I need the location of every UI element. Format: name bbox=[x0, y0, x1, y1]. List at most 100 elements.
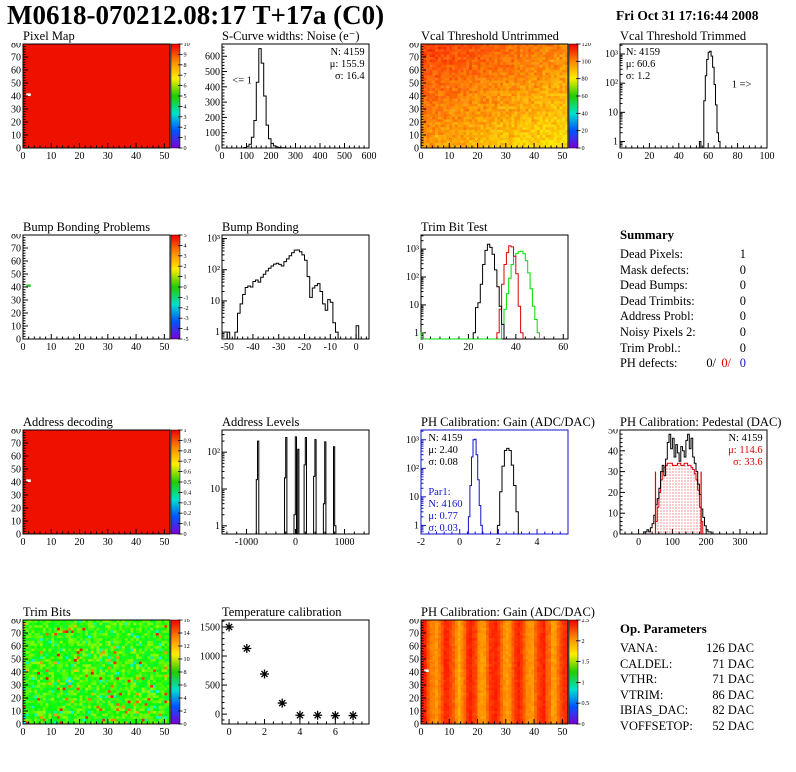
svg-text:-4: -4 bbox=[184, 326, 189, 333]
svg-text:10: 10 bbox=[409, 131, 419, 142]
row-label: Address Probl: bbox=[620, 309, 694, 324]
svg-text:10³: 10³ bbox=[605, 49, 618, 60]
ph-defect-value: 0/ bbox=[721, 356, 731, 371]
svg-text:5: 5 bbox=[184, 93, 187, 100]
summary-label: PH defects: bbox=[620, 356, 678, 371]
svg-text:10³: 10³ bbox=[406, 244, 419, 255]
svg-text:20: 20 bbox=[644, 151, 654, 162]
svg-text:0: 0 bbox=[184, 531, 187, 538]
svg-text:50: 50 bbox=[11, 270, 21, 281]
bump-bonding-plot: -50 -40 -30 -20 -10 0 1 10 10² 10³ bbox=[207, 234, 370, 353]
svg-text:0: 0 bbox=[419, 342, 424, 353]
svg-text:7: 7 bbox=[184, 72, 187, 79]
svg-text:100: 100 bbox=[205, 128, 220, 139]
svg-text:20: 20 bbox=[75, 537, 85, 548]
row-value: 0 bbox=[739, 309, 746, 324]
svg-text:0.8: 0.8 bbox=[184, 448, 192, 455]
svg-text:0: 0 bbox=[215, 144, 220, 155]
svg-text:10²: 10² bbox=[207, 447, 220, 458]
svg-text:4: 4 bbox=[184, 242, 187, 249]
svg-text:0: 0 bbox=[457, 537, 462, 548]
svg-text:9: 9 bbox=[184, 51, 187, 58]
row-label: Mask defects: bbox=[620, 262, 690, 277]
cell-bump-problems: Bump Bonding Problems 0 10 20 30 40 50 0 10 20 30 4… bbox=[0, 221, 199, 371]
row-value: 82 DAC bbox=[712, 703, 754, 718]
svg-text:10: 10 bbox=[409, 300, 419, 311]
svg-text:0: 0 bbox=[21, 342, 26, 353]
page-title: M0618-070212.08:17 T+17a (C0) bbox=[7, 0, 385, 30]
svg-text:0: 0 bbox=[184, 145, 187, 152]
panel-row: Dead Trimbits: 0 bbox=[620, 294, 746, 310]
panel-row: IBIAS_DAC: 82 DAC bbox=[620, 703, 754, 719]
svg-text:-5: -5 bbox=[184, 336, 189, 343]
svg-text:0.4: 0.4 bbox=[184, 489, 192, 496]
ph-defect-value: 0 bbox=[739, 356, 746, 371]
summary-rows: Dead Pixels: 1 Mask defects: 0 Dead Bumps: 0 D… bbox=[620, 247, 746, 356]
svg-text:10: 10 bbox=[608, 509, 618, 520]
svg-text:σ: 1.2: σ: 1.2 bbox=[626, 71, 650, 82]
row-label: CALDEL: bbox=[620, 656, 673, 671]
panel-row: Trim Probl.: 0 bbox=[620, 341, 746, 357]
heatmap-fill bbox=[23, 430, 170, 534]
row-label: VOFFSETOP: bbox=[620, 718, 693, 733]
svg-text:40: 40 bbox=[674, 151, 684, 162]
svg-text:5: 5 bbox=[184, 234, 187, 239]
svg-text:-50: -50 bbox=[220, 342, 233, 353]
panel-row: VANA: 126 DAC bbox=[620, 641, 754, 657]
svg-text:4: 4 bbox=[535, 537, 540, 548]
panel-row: Address Probl: 0 bbox=[620, 309, 746, 325]
svg-text:40: 40 bbox=[11, 478, 21, 489]
defect-pixel bbox=[26, 479, 31, 482]
svg-text:600: 600 bbox=[362, 151, 377, 162]
svg-text:10²: 10² bbox=[406, 272, 419, 283]
cell-scurve-noise: S-Curve widths: Noise (e⁻) 0 100 200 300 400 5… bbox=[199, 30, 398, 180]
svg-text:10: 10 bbox=[444, 151, 454, 162]
svg-text:N: 4160: N: 4160 bbox=[428, 499, 462, 510]
svg-text:600: 600 bbox=[205, 52, 220, 63]
svg-text:80: 80 bbox=[11, 429, 21, 437]
svg-text:20: 20 bbox=[11, 309, 21, 320]
hist-series bbox=[420, 250, 540, 340]
svg-text:σ: 33.6: σ: 33.6 bbox=[733, 457, 763, 468]
svg-text:10²: 10² bbox=[406, 463, 419, 474]
hist-series bbox=[496, 447, 519, 534]
svg-text:70: 70 bbox=[11, 439, 21, 450]
svg-text:30: 30 bbox=[501, 151, 511, 162]
svg-text:40: 40 bbox=[582, 110, 588, 117]
svg-text:40: 40 bbox=[11, 92, 21, 103]
svg-text:60: 60 bbox=[703, 151, 713, 162]
svg-text:40: 40 bbox=[131, 537, 141, 548]
svg-text:0: 0 bbox=[184, 284, 187, 291]
chart-title: Address Levels bbox=[222, 415, 300, 429]
svg-text:0: 0 bbox=[220, 151, 225, 162]
svg-text:100: 100 bbox=[582, 58, 591, 65]
svg-text:500: 500 bbox=[337, 151, 352, 162]
svg-text:σ: 16.4: σ: 16.4 bbox=[335, 71, 365, 82]
svg-text:1: 1 bbox=[184, 135, 187, 142]
heatmap-fill bbox=[23, 44, 170, 148]
chart-title: Vcal Threshold Trimmed bbox=[620, 29, 747, 43]
panel-row: VTRIM: 86 DAC bbox=[620, 688, 754, 704]
svg-text:10²: 10² bbox=[605, 78, 618, 89]
chart-title: Vcal Threshold Untrimmed bbox=[421, 29, 559, 43]
svg-text:μ: 0.77: μ: 0.77 bbox=[428, 511, 458, 522]
hist-series bbox=[255, 436, 337, 535]
svg-text:μ: 60.6: μ: 60.6 bbox=[626, 59, 656, 70]
svg-text:0.6: 0.6 bbox=[184, 469, 192, 476]
svg-text:30: 30 bbox=[11, 296, 21, 307]
row-label: Dead Bumps: bbox=[620, 278, 688, 293]
svg-text:100: 100 bbox=[760, 151, 775, 162]
svg-text:10: 10 bbox=[608, 107, 618, 118]
svg-text:σ: 0.08: σ: 0.08 bbox=[428, 457, 458, 468]
svg-text:50: 50 bbox=[409, 79, 419, 90]
colorbar bbox=[568, 619, 579, 725]
svg-text:-3: -3 bbox=[184, 315, 189, 322]
hist-series bbox=[698, 50, 721, 149]
row-value: 126 DAC bbox=[706, 641, 754, 655]
chart-title: S-Curve widths: Noise (e⁻) bbox=[222, 29, 360, 43]
svg-text:30: 30 bbox=[11, 105, 21, 116]
row-value: 71 DAC bbox=[712, 672, 754, 687]
svg-text:100: 100 bbox=[665, 537, 680, 548]
